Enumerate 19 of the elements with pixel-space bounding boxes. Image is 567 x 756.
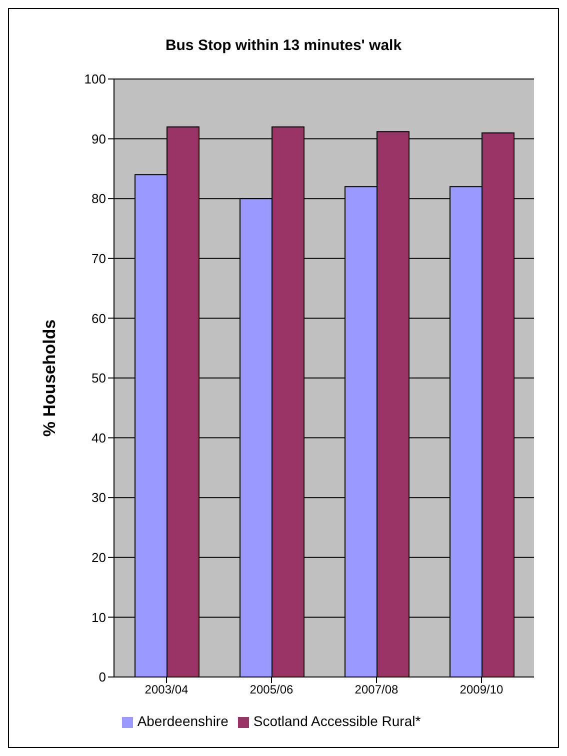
y-tick-label: 50 — [92, 370, 106, 386]
y-tick-label: 20 — [92, 550, 106, 566]
legend-label: Scotland Accessible Rural* — [253, 713, 421, 729]
legend-label: Aberdeenshire — [137, 713, 228, 729]
x-tick-label: 2009/10 — [460, 682, 504, 697]
y-tick-label: 90 — [92, 131, 106, 146]
x-tick-label: 2007/08 — [354, 682, 399, 697]
y-tick-label: 0 — [98, 670, 106, 685]
x-tick-label: 2005/06 — [250, 682, 294, 697]
x-tick-label: 2003/04 — [144, 682, 189, 697]
chart-title: Bus Stop within 13 minutes' walk — [164, 36, 403, 56]
y-tick-label: 40 — [92, 430, 106, 446]
y-tick-label: 30 — [92, 490, 106, 506]
y-tick-label: 70 — [92, 251, 106, 266]
y-tick-label: 60 — [92, 310, 106, 326]
y-tick-label: 100 — [84, 72, 106, 87]
y-tick-label: 10 — [92, 610, 106, 625]
y-axis-title: % Households — [40, 319, 60, 437]
y-tick-label: 80 — [92, 191, 106, 206]
